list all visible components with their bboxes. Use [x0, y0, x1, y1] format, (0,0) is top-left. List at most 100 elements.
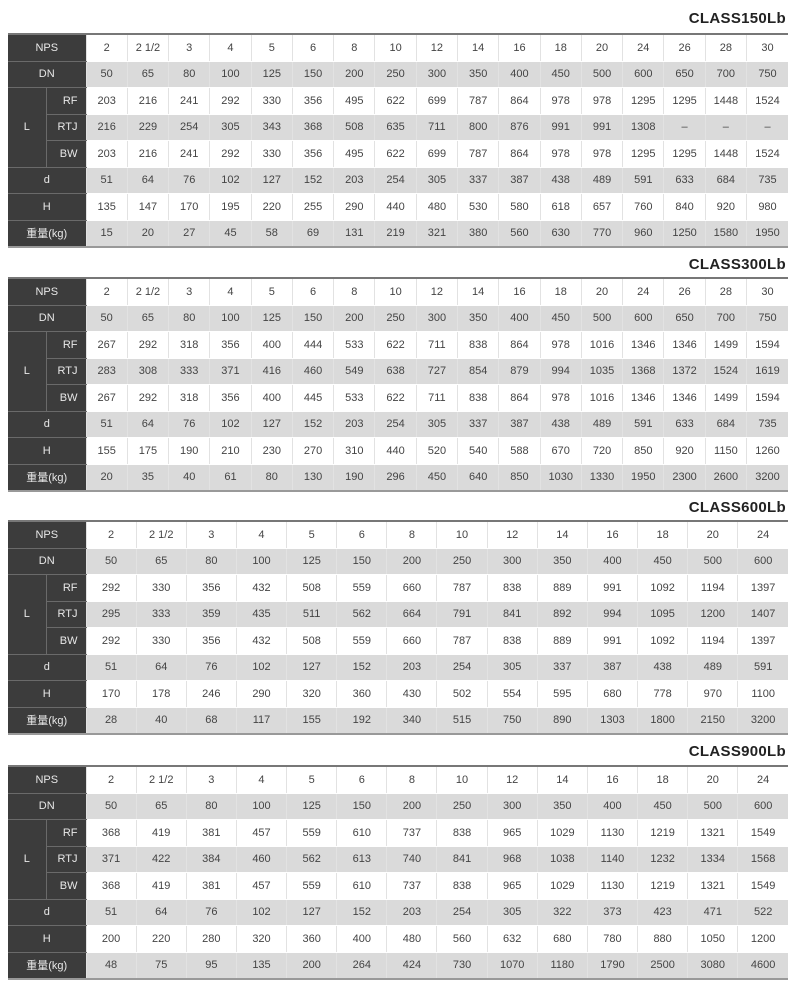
table-cell: 65: [135, 793, 187, 820]
table-cell: 69: [291, 220, 334, 248]
table-cell: 699: [415, 140, 458, 168]
table-cell: 292: [126, 384, 169, 412]
table-cell: 150: [336, 793, 387, 820]
table-row-d: d 51 64 76 102 127 152 203 254 305 337 387 438 489 591…: [8, 167, 788, 194]
table-cell: 125: [250, 61, 293, 88]
table-cell: 292: [209, 87, 252, 115]
table-cell: 416: [250, 358, 293, 385]
table-cell: 522: [737, 899, 788, 926]
row-label-rtj: RTJ: [45, 114, 86, 141]
table-cell: 155: [85, 437, 128, 465]
table-cell: 170: [168, 193, 210, 221]
table-cell: 400: [250, 384, 293, 412]
row-label-h: H: [8, 680, 86, 708]
table-cell: 430: [386, 680, 437, 708]
table-cell: 380: [457, 220, 499, 248]
table-cell: 1030: [539, 464, 582, 492]
table-cell: 48: [85, 952, 137, 980]
table-cell: 368: [85, 872, 137, 900]
table-cell: 14: [536, 766, 588, 794]
table-cell: 64: [126, 167, 169, 194]
spec-table: NPS 2 2 1/2 3 4 5 6 8 10 12 14 16 18 20 24 DN 50 65 80 100 1…: [8, 765, 788, 980]
table-cell: 2 1/2: [126, 34, 169, 62]
table-cell: 2: [85, 278, 128, 306]
table-cell: 135: [235, 952, 287, 980]
table-cell: 76: [168, 167, 210, 194]
table-cell: 340: [386, 707, 437, 735]
table-cell: 684: [704, 411, 747, 438]
table-row-rtj: RTJ 371 422 384 460 562 613 740 841 968 1038 1140 12…: [8, 846, 788, 873]
table-cell: 1568: [737, 846, 788, 873]
table-cell: 318: [168, 331, 210, 359]
table-cell: 960: [622, 220, 664, 248]
table-cell: 1050: [687, 925, 738, 953]
table-cell: 711: [415, 114, 458, 141]
table-cell: 1334: [687, 846, 738, 873]
row-label-rf: RF: [45, 819, 86, 847]
table-cell: 980: [746, 193, 788, 221]
table-cell: 1499: [704, 384, 747, 412]
table-cell: 16: [498, 278, 541, 306]
table-cell: 305: [415, 167, 458, 194]
table-cell: 318: [168, 384, 210, 412]
table-cell: 100: [209, 61, 252, 88]
table-cell: 100: [209, 305, 252, 332]
table-cell: 737: [386, 872, 437, 900]
table-row-dn: DN 50 65 80 100 125 150 200 250 300 350 400 450 500 60…: [8, 61, 788, 88]
table-cell: 1029: [536, 819, 588, 847]
table-cell: 978: [539, 140, 582, 168]
table-cell: 20: [687, 521, 738, 549]
table-cell: 130: [291, 464, 334, 492]
table-cell: 838: [436, 819, 488, 847]
table-cell: 787: [457, 140, 499, 168]
table-cell: 1397: [737, 574, 788, 602]
table-cell: 554: [486, 680, 538, 708]
table-cell: 400: [498, 61, 541, 88]
spec-table: NPS 2 2 1/2 3 4 5 6 8 10 12 14 16 18 20 24 26 28 30 DN 50 65…: [8, 277, 788, 492]
table-cell: 65: [126, 305, 169, 332]
table-cell: 991: [580, 114, 623, 141]
row-label-rf: RF: [45, 87, 86, 115]
table-cell: 1303: [586, 707, 638, 735]
table-row-bw: BW 267 292 318 356 400 445 533 622 711 838 864 978 10…: [8, 384, 788, 412]
table-cell: 76: [185, 654, 237, 681]
row-label-bw: BW: [45, 627, 86, 655]
table-cell: 495: [333, 140, 375, 168]
table-cell: 1448: [704, 87, 747, 115]
table-cell: 635: [374, 114, 417, 141]
table-cell: 838: [457, 331, 499, 359]
table-cell: 580: [498, 193, 541, 221]
table-cell: 920: [663, 437, 706, 465]
table-cell: 595: [536, 680, 588, 708]
table-cell: 300: [415, 61, 458, 88]
table-row-weight: 重量(kg) 20 35 40 61 80 130 190 296 450 640 850 1030 13…: [8, 464, 788, 492]
table-cell: 254: [374, 411, 417, 438]
table-cell: 559: [336, 627, 387, 655]
table-cell: 1407: [737, 601, 788, 628]
table-cell: 210: [209, 437, 252, 465]
table-row-bw: BW 368 419 381 457 559 610 737 838 965 1029 1130 121…: [8, 872, 788, 900]
table-cell: 125: [286, 548, 337, 575]
table-cell: 18: [539, 278, 582, 306]
table-cell: 630: [539, 220, 582, 248]
row-label-h: H: [8, 925, 86, 953]
row-label-nps: NPS: [8, 766, 86, 794]
table-title: CLASS900Lb: [688, 743, 786, 760]
table-cell: –: [704, 114, 747, 141]
table-cell: 117: [235, 707, 287, 735]
table-cell: 889: [536, 574, 588, 602]
table-cell: 850: [622, 437, 664, 465]
row-label-d: d: [8, 654, 86, 681]
table-cell: 549: [333, 358, 375, 385]
table-cell: 295: [85, 601, 137, 628]
table-cell: 450: [539, 305, 582, 332]
table-cell: 591: [622, 411, 664, 438]
table-cell: 18: [539, 34, 582, 62]
table-cell: 255: [291, 193, 334, 221]
table-cell: 787: [457, 87, 499, 115]
table-row-rf: L RF 292 330 356 432 508 559 660 787 838 889 991 1092…: [8, 574, 788, 655]
table-cell: 18: [637, 521, 688, 549]
table-cell: 200: [286, 952, 337, 980]
table-cell: 1346: [663, 384, 706, 412]
table-cell: 1397: [737, 627, 788, 655]
